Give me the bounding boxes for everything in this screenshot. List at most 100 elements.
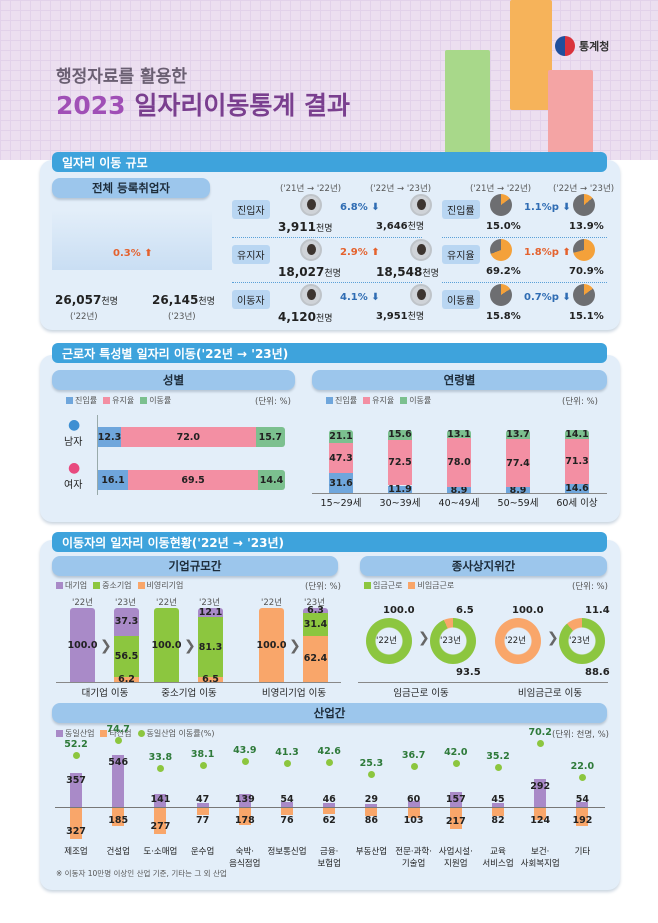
chevron-right-icon: ❯ <box>100 638 112 654</box>
bar-segment: 13.1 <box>447 428 471 440</box>
year-label: '22년 <box>72 598 93 608</box>
bar-segment: 13.7 <box>506 428 530 440</box>
donut-label: '23년 <box>440 636 461 646</box>
bar-segment: 77.4 <box>506 438 530 488</box>
subsection-title: 산업간 <box>52 703 607 723</box>
rate-dot <box>115 736 123 744</box>
row-label: 이동자 <box>232 290 270 309</box>
rate-pie <box>573 284 595 306</box>
bar-same-industry <box>323 802 336 807</box>
bar-other-industry <box>365 808 378 817</box>
chevron-right-icon: ❯ <box>184 638 196 654</box>
change-value: 1.8%p <box>524 247 559 258</box>
category-label: 부동산업 <box>355 847 388 857</box>
org-name: 통계청 <box>579 40 610 53</box>
value-label: 45 <box>491 794 505 805</box>
legend: 진입률 유지율 이동률 <box>66 395 171 406</box>
period-label: ('21년 → '22년) <box>280 184 342 194</box>
category-label: 기타 <box>574 847 591 857</box>
male-icon: ● <box>68 417 81 433</box>
bar-segment: 69.5 <box>128 470 259 490</box>
bar-segment: 47.3 <box>329 443 353 474</box>
value-label: 54 <box>575 794 590 805</box>
bar-segment: 31.6 <box>329 473 353 493</box>
arrow-down-icon: ⬇ <box>371 202 380 213</box>
legend-swatch <box>363 397 371 404</box>
category-label: 전문·과학· 기술업 <box>395 847 432 869</box>
bar-segment: 6.3 <box>303 605 328 616</box>
legend-item: 비임금근로 <box>408 580 454 591</box>
person-avatar <box>410 284 432 306</box>
rate-value: 69.2% <box>486 266 521 277</box>
legend-label: 비영리기업 <box>146 581 184 590</box>
rate-dot <box>452 759 460 767</box>
legend-item: 진입률 <box>66 395 97 406</box>
value: 15.8 <box>486 311 511 322</box>
bar-segment: 8.9 <box>506 485 530 496</box>
legend-item: 유지율 <box>363 395 394 406</box>
value: 15.0 <box>486 221 511 232</box>
year-label: ('23년) <box>168 312 196 322</box>
year-label: ('22년) <box>70 312 98 322</box>
unit-label: (단위: 천명, %) <box>552 730 609 740</box>
rate-dot <box>495 764 502 772</box>
value: 70.9 <box>569 266 594 277</box>
value: 3,951 <box>376 311 408 322</box>
rate-label: 35.2 <box>486 751 510 763</box>
value-label: 157 <box>445 794 466 805</box>
rate-label: 36.7 <box>401 750 426 762</box>
value-label: 217 <box>445 815 466 827</box>
value: 13.9 <box>569 221 594 232</box>
donut-23 <box>430 618 476 664</box>
total-22: 26,057천명 <box>55 293 118 309</box>
value-label: 82 <box>491 815 505 826</box>
bar-other-industry <box>196 808 209 816</box>
bar-same-industry <box>576 801 589 807</box>
value-label: 357 <box>66 775 86 787</box>
value-label: 86 <box>364 815 379 826</box>
bar-other-industry <box>492 808 504 816</box>
count-22-23: 3,646천명 <box>376 220 424 234</box>
bar-segment: 6.5 <box>198 674 223 685</box>
rate-dot <box>284 760 291 768</box>
rate-label: 52.2 <box>64 739 88 751</box>
title-text: 일자리이동통계 결과 <box>134 91 351 120</box>
donut-23 <box>559 618 605 664</box>
category-label: 보건· 사회복지업 <box>520 847 560 869</box>
value-label: 54 <box>280 794 294 805</box>
value-label: 29 <box>364 794 379 805</box>
count-21-22: 4,120천명 <box>278 310 333 326</box>
count-22-23: 18,548천명 <box>376 265 439 281</box>
change-indicator: 6.8% ⬇ <box>340 201 380 214</box>
rate-dot <box>73 752 80 760</box>
category-label: 정보통신업 <box>267 847 307 857</box>
bar-segment: 81.3 <box>198 616 223 678</box>
bar-same-industry <box>281 801 293 807</box>
building-illustration <box>510 0 552 110</box>
category-label: 사업시설· 지원업 <box>438 847 473 869</box>
rate-label: 42.6 <box>317 746 341 758</box>
value: 3,646 <box>376 221 408 232</box>
count-21-22: 3,911천명 <box>278 220 333 236</box>
category-label: 15~29세 <box>320 498 362 509</box>
bar-segment: 62.4 <box>303 635 328 683</box>
value: 18,548 <box>376 265 423 279</box>
legend-swatch <box>137 730 145 737</box>
change-value: 1.1%p <box>524 202 559 213</box>
rate-value: 15.0% <box>486 221 521 232</box>
axis-line <box>97 415 98 495</box>
legend-item: 비영리기업 <box>137 580 184 591</box>
legend-label: 진입률 <box>335 396 358 405</box>
category-label: 50~59세 <box>497 498 539 509</box>
axis-line <box>312 493 607 494</box>
bar-segment: 31.4 <box>303 612 328 636</box>
category-label: 30~39세 <box>379 498 421 509</box>
legend-label: 동일산업 <box>65 729 95 738</box>
total-23-value: 26,145 <box>152 293 199 307</box>
rate-label: 43.9 <box>233 745 257 757</box>
count-22-23: 3,951천명 <box>376 310 424 324</box>
footnote: ※ 이동자 10만명 이상인 산업 기준, 기타는 그 외 산업 <box>56 869 227 878</box>
base-value: 100.0 <box>383 605 415 616</box>
change-value: 4.1% <box>340 292 368 303</box>
row-label: 진입률 <box>442 200 480 219</box>
